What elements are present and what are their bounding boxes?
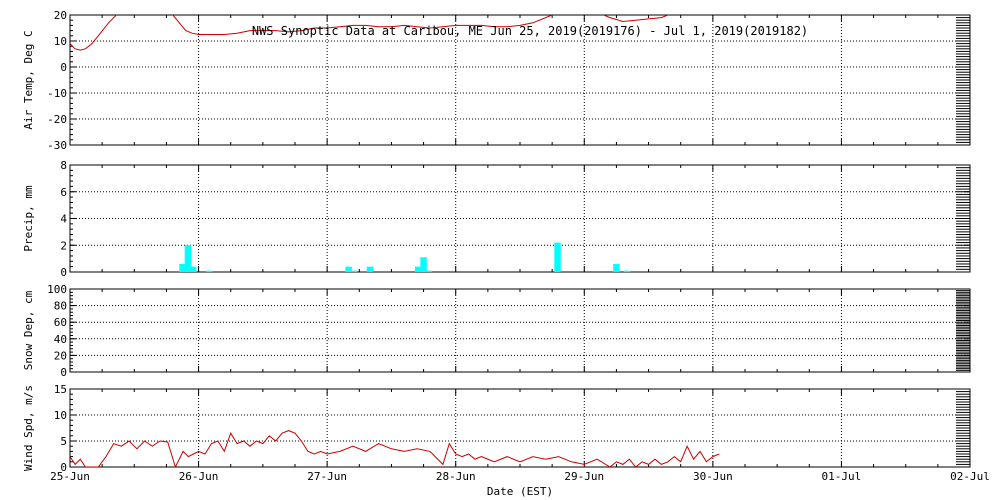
x-tick-label: 01-Jul bbox=[822, 470, 862, 483]
y-tick-label: 10 bbox=[54, 409, 67, 422]
x-tick-label: 29-Jun bbox=[564, 470, 604, 483]
y-tick-label: 8 bbox=[60, 159, 67, 172]
panel-precip: 0 2 4 6 8 Precip, mm bbox=[22, 159, 971, 279]
y-tick-label: 60 bbox=[54, 316, 67, 329]
panel-frame bbox=[69, 14, 971, 146]
y-tick-label: 20 bbox=[54, 9, 67, 22]
y-tick-label: -20 bbox=[47, 113, 67, 126]
panel-temp: -30 -20 -10 0 10 20 Air Temp, Deg C bbox=[22, 9, 971, 152]
y-tick-label: 40 bbox=[54, 333, 67, 346]
y-tick-label: 0 bbox=[60, 266, 67, 279]
x-tick-label: 28-Jun bbox=[436, 470, 476, 483]
precip-bar bbox=[189, 266, 197, 272]
y-tick-label: 20 bbox=[54, 349, 67, 362]
precip-bar bbox=[414, 266, 422, 272]
x-tick-label: 25-Jun bbox=[50, 470, 90, 483]
precip-bar bbox=[366, 266, 374, 272]
series-wind bbox=[70, 430, 720, 467]
precip-bar bbox=[425, 270, 433, 272]
y-tick-label: 0 bbox=[60, 366, 67, 379]
panel-frame bbox=[69, 388, 971, 468]
y-tick-label: 0 bbox=[60, 461, 67, 474]
y-tick-label: 2 bbox=[60, 239, 67, 252]
x-tick-label: 27-Jun bbox=[307, 470, 347, 483]
panel-snow: 0 20 40 60 80 100 Snow Dep, cm bbox=[22, 283, 971, 379]
y-axis-label-temp: Air Temp, Deg C bbox=[22, 30, 35, 129]
y-tick-label: 5 bbox=[60, 435, 67, 448]
precip-bar bbox=[554, 242, 561, 272]
y-tick-label: -30 bbox=[47, 139, 67, 152]
precip-bar bbox=[345, 266, 352, 272]
x-tick-label: 26-Jun bbox=[179, 470, 219, 483]
x-tick-label: 02-Jul bbox=[950, 470, 990, 483]
precip-bar bbox=[613, 263, 620, 272]
panel-wind: 0 5 10 15 Wind Spd, m/s bbox=[22, 383, 971, 474]
precip-bar bbox=[350, 270, 358, 272]
y-axis-label-precip: Precip, mm bbox=[22, 185, 35, 252]
temp-line bbox=[70, 15, 669, 51]
y-tick-label: 4 bbox=[60, 213, 67, 226]
data-marks bbox=[70, 15, 720, 467]
x-tick-label: 30-Jun bbox=[693, 470, 733, 483]
y-tick-label: 10 bbox=[54, 35, 67, 48]
precip-bar bbox=[179, 263, 186, 272]
x-axis-label: Date (EST) bbox=[487, 485, 553, 498]
precip-bar bbox=[184, 245, 192, 272]
y-tick-label: -10 bbox=[47, 87, 67, 100]
y-axis-label-wind: Wind Spd, m/s bbox=[22, 385, 35, 471]
y-axis-label-snow: Snow Dep, cm bbox=[22, 290, 35, 370]
series-temp bbox=[70, 15, 669, 51]
series-precip bbox=[179, 242, 631, 272]
precip-bar bbox=[420, 257, 427, 272]
wind-line bbox=[70, 430, 720, 467]
precip-bar bbox=[206, 270, 213, 272]
chart-title: NWS Synoptic Data at Caribou, ME Jun 25,… bbox=[252, 24, 808, 38]
y-tick-label: 0 bbox=[60, 61, 67, 74]
precip-bar bbox=[623, 270, 631, 272]
y-tick-label: 15 bbox=[54, 383, 67, 396]
y-tick-label: 6 bbox=[60, 186, 67, 199]
panel-frame bbox=[69, 288, 971, 373]
y-tick-label: 100 bbox=[47, 283, 67, 296]
panel-frames: -30 -20 -10 0 10 20 Air Temp, Deg C 0 2 4 6 8 Precip… bbox=[22, 9, 990, 483]
panel-frame bbox=[69, 164, 971, 273]
y-tick-label: 80 bbox=[54, 300, 67, 313]
